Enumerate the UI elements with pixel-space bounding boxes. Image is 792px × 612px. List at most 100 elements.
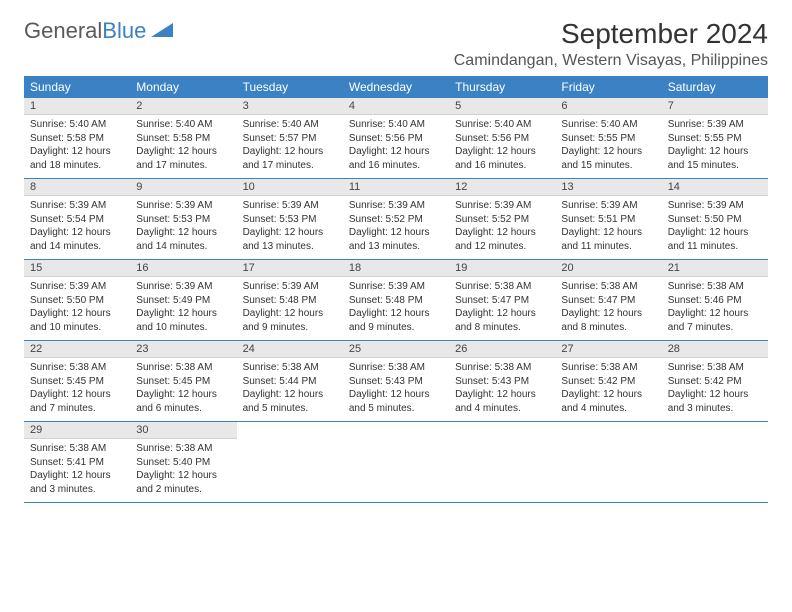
logo-word1: General [24, 18, 102, 43]
day-body: Sunrise: 5:39 AMSunset: 5:52 PMDaylight:… [449, 196, 555, 259]
day-number: 9 [130, 179, 236, 196]
sunrise-text: Sunrise: 5:39 AM [243, 280, 337, 294]
daylight-text: Daylight: 12 hours [561, 145, 655, 159]
calendar-cell: 9Sunrise: 5:39 AMSunset: 5:53 PMDaylight… [130, 179, 236, 260]
daylight-text: Daylight: 12 hours [668, 388, 762, 402]
day-number: 17 [237, 260, 343, 277]
day-body: Sunrise: 5:39 AMSunset: 5:55 PMDaylight:… [662, 115, 768, 178]
daylight-text: Daylight: 12 hours [243, 388, 337, 402]
day-body: Sunrise: 5:38 AMSunset: 5:45 PMDaylight:… [24, 358, 130, 421]
daylight-text: Daylight: 12 hours [136, 388, 230, 402]
calendar-cell: 12Sunrise: 5:39 AMSunset: 5:52 PMDayligh… [449, 179, 555, 260]
daylight-text: and 17 minutes. [243, 159, 337, 173]
calendar-cell: 3Sunrise: 5:40 AMSunset: 5:57 PMDaylight… [237, 98, 343, 179]
calendar-cell: 27Sunrise: 5:38 AMSunset: 5:42 PMDayligh… [555, 341, 661, 422]
daylight-text: Daylight: 12 hours [668, 145, 762, 159]
calendar-cell-empty: . [237, 422, 343, 503]
calendar-cell: 23Sunrise: 5:38 AMSunset: 5:45 PMDayligh… [130, 341, 236, 422]
daylight-text: Daylight: 12 hours [136, 307, 230, 321]
sunrise-text: Sunrise: 5:39 AM [136, 199, 230, 213]
calendar-cell: 26Sunrise: 5:38 AMSunset: 5:43 PMDayligh… [449, 341, 555, 422]
calendar-row: 29Sunrise: 5:38 AMSunset: 5:41 PMDayligh… [24, 422, 768, 503]
day-number: 25 [343, 341, 449, 358]
daylight-text: Daylight: 12 hours [136, 469, 230, 483]
sunset-text: Sunset: 5:52 PM [349, 213, 443, 227]
daylight-text: and 12 minutes. [455, 240, 549, 254]
daylight-text: Daylight: 12 hours [30, 388, 124, 402]
sunrise-text: Sunrise: 5:40 AM [30, 118, 124, 132]
sunrise-text: Sunrise: 5:38 AM [455, 361, 549, 375]
daylight-text: and 9 minutes. [243, 321, 337, 335]
day-body: Sunrise: 5:38 AMSunset: 5:44 PMDaylight:… [237, 358, 343, 421]
day-body: Sunrise: 5:40 AMSunset: 5:56 PMDaylight:… [343, 115, 449, 178]
daylight-text: Daylight: 12 hours [136, 145, 230, 159]
day-body: Sunrise: 5:39 AMSunset: 5:50 PMDaylight:… [24, 277, 130, 340]
day-body: Sunrise: 5:39 AMSunset: 5:54 PMDaylight:… [24, 196, 130, 259]
logo-word2: Blue [102, 18, 146, 43]
weekday-header: Wednesday [343, 76, 449, 98]
daylight-text: Daylight: 12 hours [455, 388, 549, 402]
calendar-cell: 24Sunrise: 5:38 AMSunset: 5:44 PMDayligh… [237, 341, 343, 422]
logo-text: GeneralBlue [24, 18, 146, 44]
sunrise-text: Sunrise: 5:38 AM [349, 361, 443, 375]
sunset-text: Sunset: 5:58 PM [136, 132, 230, 146]
day-number: 12 [449, 179, 555, 196]
daylight-text: and 10 minutes. [30, 321, 124, 335]
sunset-text: Sunset: 5:47 PM [561, 294, 655, 308]
daylight-text: and 18 minutes. [30, 159, 124, 173]
calendar-table: Sunday Monday Tuesday Wednesday Thursday… [24, 76, 768, 503]
calendar-cell: 10Sunrise: 5:39 AMSunset: 5:53 PMDayligh… [237, 179, 343, 260]
calendar-cell: 18Sunrise: 5:39 AMSunset: 5:48 PMDayligh… [343, 260, 449, 341]
sunset-text: Sunset: 5:45 PM [30, 375, 124, 389]
sunset-text: Sunset: 5:42 PM [561, 375, 655, 389]
day-number: 23 [130, 341, 236, 358]
day-body: Sunrise: 5:39 AMSunset: 5:49 PMDaylight:… [130, 277, 236, 340]
sunset-text: Sunset: 5:53 PM [243, 213, 337, 227]
calendar-body: 1Sunrise: 5:40 AMSunset: 5:58 PMDaylight… [24, 98, 768, 503]
day-body: Sunrise: 5:38 AMSunset: 5:43 PMDaylight:… [343, 358, 449, 421]
sunrise-text: Sunrise: 5:40 AM [243, 118, 337, 132]
sunrise-text: Sunrise: 5:38 AM [668, 280, 762, 294]
day-number: 24 [237, 341, 343, 358]
sunrise-text: Sunrise: 5:39 AM [349, 199, 443, 213]
calendar-cell: 25Sunrise: 5:38 AMSunset: 5:43 PMDayligh… [343, 341, 449, 422]
day-number: 21 [662, 260, 768, 277]
day-number: 1 [24, 98, 130, 115]
daylight-text: Daylight: 12 hours [30, 145, 124, 159]
day-number: 13 [555, 179, 661, 196]
daylight-text: and 2 minutes. [136, 483, 230, 497]
calendar-row: 22Sunrise: 5:38 AMSunset: 5:45 PMDayligh… [24, 341, 768, 422]
sunset-text: Sunset: 5:57 PM [243, 132, 337, 146]
sunset-text: Sunset: 5:43 PM [349, 375, 443, 389]
sunrise-text: Sunrise: 5:40 AM [455, 118, 549, 132]
day-body: Sunrise: 5:38 AMSunset: 5:41 PMDaylight:… [24, 439, 130, 502]
day-number: 3 [237, 98, 343, 115]
calendar-cell: 29Sunrise: 5:38 AMSunset: 5:41 PMDayligh… [24, 422, 130, 503]
daylight-text: and 9 minutes. [349, 321, 443, 335]
daylight-text: and 17 minutes. [136, 159, 230, 173]
daylight-text: Daylight: 12 hours [349, 388, 443, 402]
day-body: Sunrise: 5:39 AMSunset: 5:53 PMDaylight:… [237, 196, 343, 259]
sunset-text: Sunset: 5:51 PM [561, 213, 655, 227]
day-body: Sunrise: 5:39 AMSunset: 5:51 PMDaylight:… [555, 196, 661, 259]
daylight-text: Daylight: 12 hours [243, 307, 337, 321]
day-number: 4 [343, 98, 449, 115]
day-body: Sunrise: 5:40 AMSunset: 5:58 PMDaylight:… [24, 115, 130, 178]
sunrise-text: Sunrise: 5:39 AM [243, 199, 337, 213]
daylight-text: and 8 minutes. [561, 321, 655, 335]
daylight-text: Daylight: 12 hours [561, 307, 655, 321]
sunset-text: Sunset: 5:53 PM [136, 213, 230, 227]
day-number: 14 [662, 179, 768, 196]
sunset-text: Sunset: 5:48 PM [349, 294, 443, 308]
daylight-text: and 4 minutes. [455, 402, 549, 416]
daylight-text: and 8 minutes. [455, 321, 549, 335]
weekday-header: Saturday [662, 76, 768, 98]
weekday-header: Tuesday [237, 76, 343, 98]
sunset-text: Sunset: 5:56 PM [349, 132, 443, 146]
day-body: Sunrise: 5:39 AMSunset: 5:48 PMDaylight:… [237, 277, 343, 340]
sunset-text: Sunset: 5:46 PM [668, 294, 762, 308]
calendar-cell: 14Sunrise: 5:39 AMSunset: 5:50 PMDayligh… [662, 179, 768, 260]
weekday-header: Thursday [449, 76, 555, 98]
sunset-text: Sunset: 5:42 PM [668, 375, 762, 389]
day-number: 16 [130, 260, 236, 277]
